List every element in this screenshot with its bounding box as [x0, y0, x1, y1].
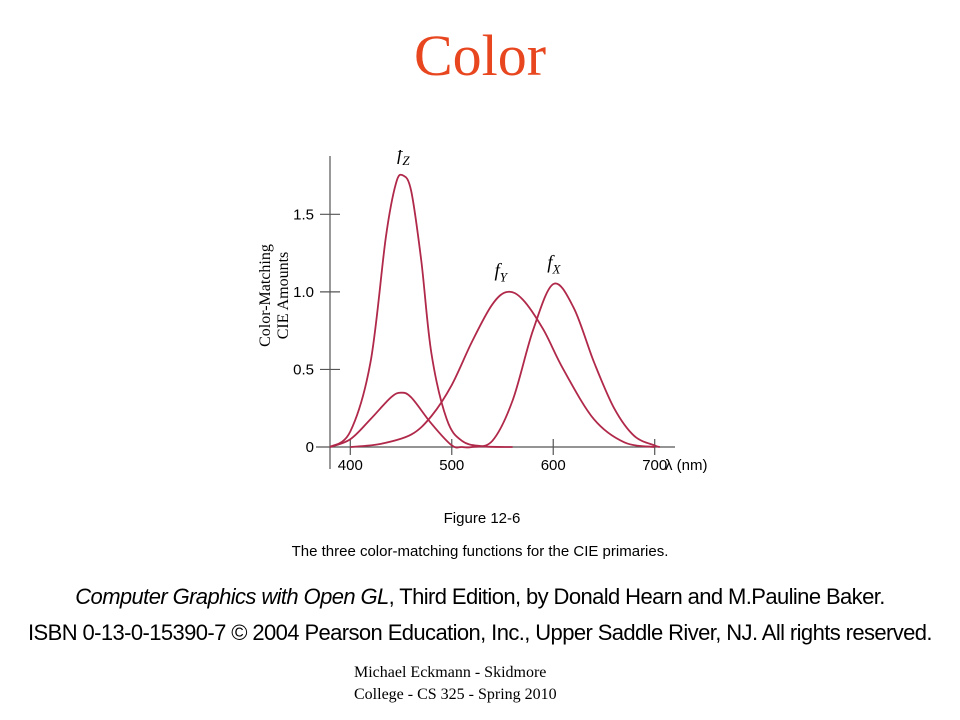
figure-number: Figure 12-6 — [443, 510, 521, 527]
series-label-fz: fZ — [397, 150, 410, 168]
series-label-sub: Y — [500, 269, 509, 284]
footer-line-2: College - CS 325 - Spring 2010 — [354, 686, 557, 703]
series-label-main: f — [547, 253, 555, 274]
series-line-fx — [329, 282, 661, 449]
x-tick-label: 400 — [338, 457, 363, 474]
x-tick-label: 700 — [642, 457, 667, 474]
footer-line-1: Michael Eckmann - Skidmore — [354, 664, 547, 681]
slide-footer: Michael Eckmann - Skidmore College - CS 3… — [354, 662, 557, 706]
series-label-fy: fY — [494, 260, 508, 284]
figure-caption: The three color-matching functions for t… — [291, 543, 669, 560]
y-axis-label-line-1: Color-Matching — [257, 244, 274, 347]
series-label-sub: Z — [402, 153, 410, 168]
chart-axes — [316, 156, 675, 469]
book-title: Computer Graphics with Open GL — [75, 584, 389, 609]
series-label-main: f — [397, 150, 405, 165]
y-tick-label: 1.5 — [293, 206, 314, 223]
y-axis-label: Color-MatchingCIE Amounts — [257, 244, 292, 347]
series-label-sub: X — [552, 262, 562, 277]
y-tick-label: 0 — [306, 439, 314, 456]
x-axis-label: λ (nm) — [665, 457, 708, 474]
y-tick-label: 0.5 — [293, 361, 314, 378]
slide-title: Color — [413, 23, 547, 88]
book-credit-rest: , Third Edition, by Donald Hearn and M.P… — [388, 584, 886, 609]
book-credit: Computer Graphics with Open GL, Third Ed… — [0, 584, 960, 610]
y-axis-label-line-2: CIE Amounts — [275, 252, 292, 340]
chart-curves — [329, 173, 661, 449]
x-tick-label: 500 — [439, 457, 464, 474]
series-label-fx: fX — [547, 253, 561, 277]
isbn-line: ISBN 0-13-0-15390-7 © 2004 Pearson Educa… — [28, 620, 933, 645]
series-label-main: f — [494, 260, 502, 281]
series-line-fy — [350, 290, 655, 448]
y-tick-label: 1.0 — [293, 284, 314, 301]
series-line-fz — [329, 173, 513, 448]
x-tick-label: 600 — [541, 457, 566, 474]
